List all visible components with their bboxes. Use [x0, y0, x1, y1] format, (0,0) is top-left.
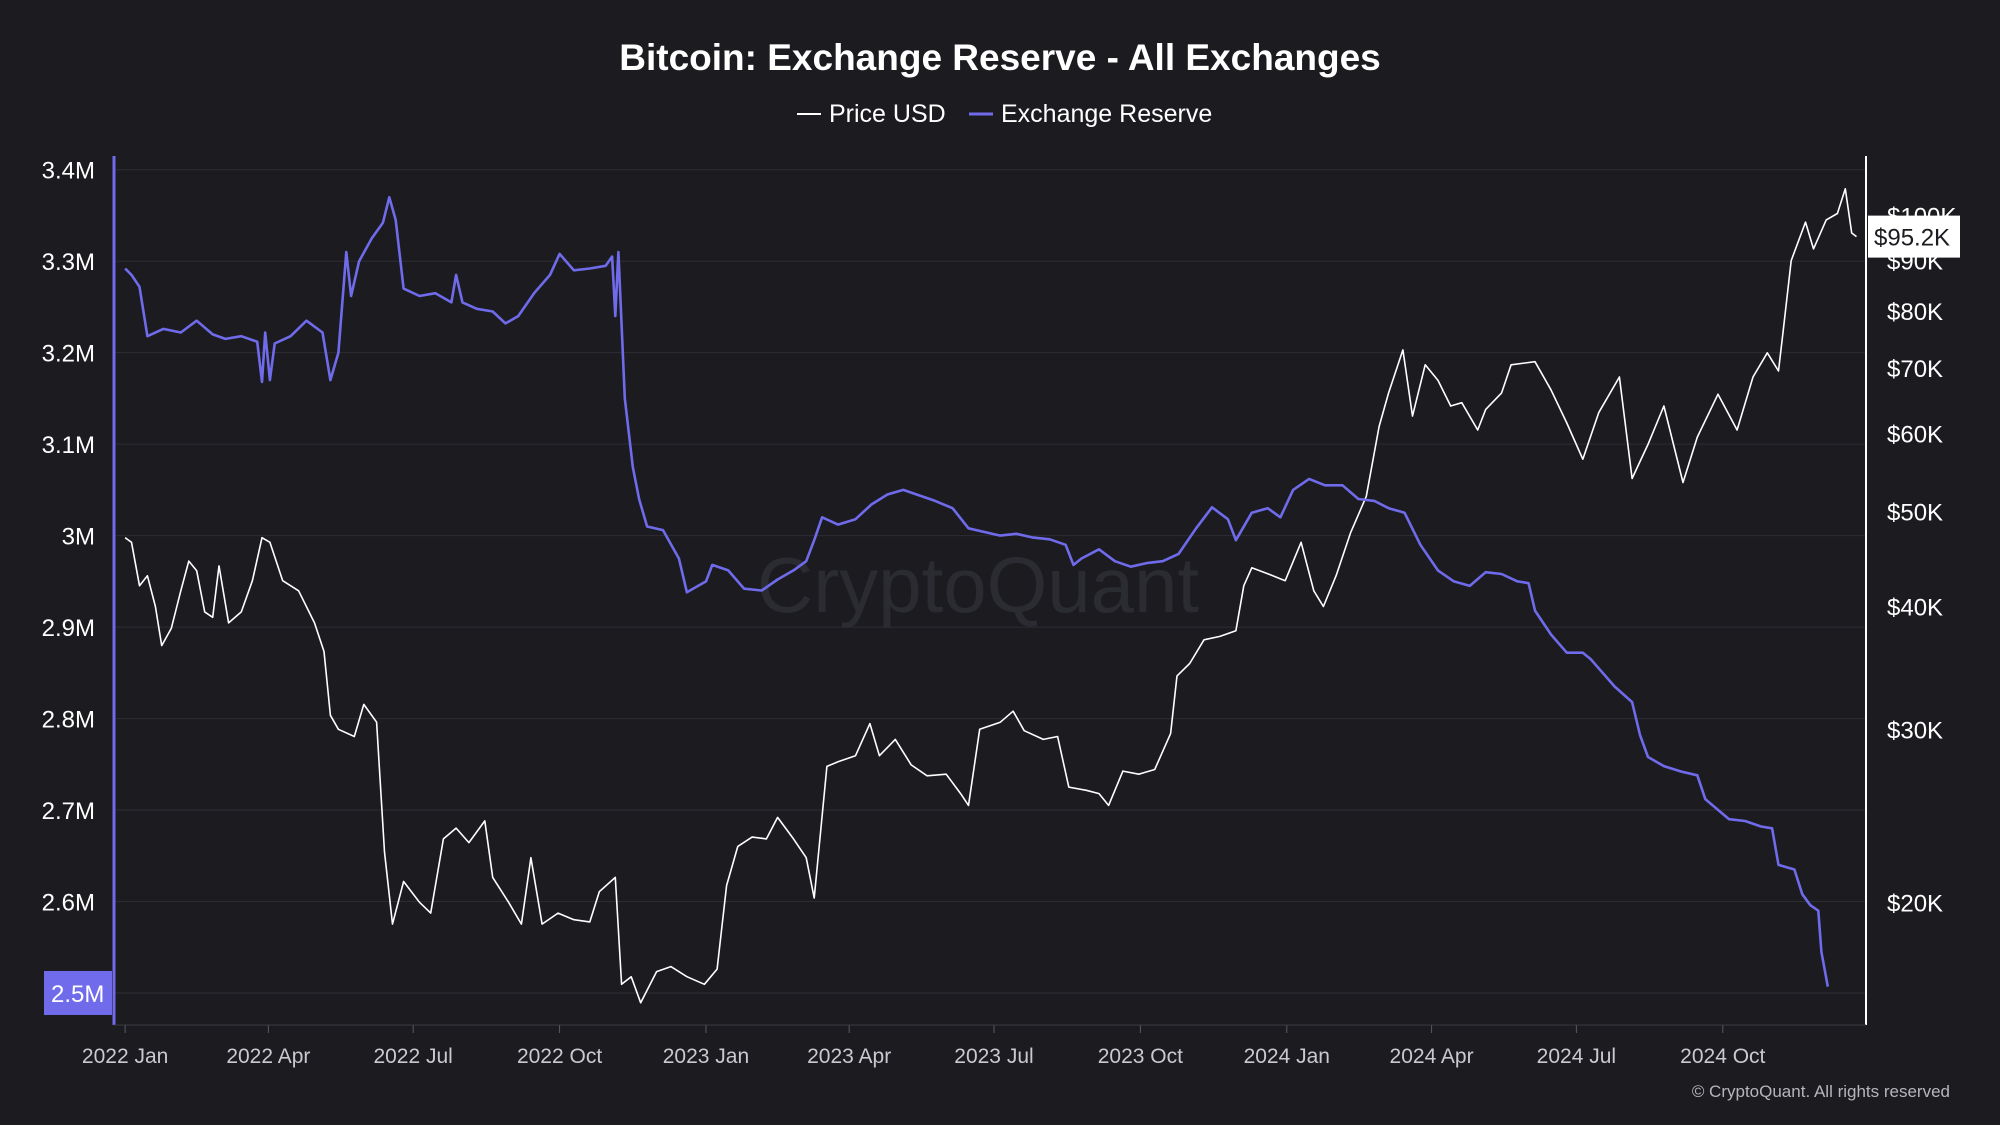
x-tick-label: 2022 Jul [373, 1045, 452, 1068]
x-tick-label: 2024 Oct [1680, 1045, 1765, 1068]
x-tick-label: 2022 Jan [82, 1045, 168, 1068]
current-reserve-badge-bg [44, 970, 112, 1015]
legend-label-reserve[interactable]: Exchange Reserve [1001, 100, 1212, 128]
x-tick-label: 2024 Jul [1537, 1045, 1616, 1068]
y-left-tick-label: 3.4M [42, 158, 95, 185]
y-right-tick-label: $60K [1887, 422, 1943, 449]
y-left-tick-label: 2.7M [42, 798, 95, 825]
y-right-tick-label: $30K [1887, 717, 1943, 744]
x-tick-label: 2022 Oct [517, 1045, 602, 1068]
x-tick-label: 2023 Jan [663, 1045, 749, 1068]
x-tick-label: 2023 Apr [807, 1045, 891, 1068]
x-tick-label: 2024 Jan [1244, 1045, 1330, 1068]
y-right-tick-label: $40K [1887, 595, 1943, 622]
current-price-badge: $95.2K [1868, 215, 1960, 258]
y-right-tick-label: $70K [1887, 356, 1943, 383]
y-left-tick-label: 3.1M [42, 432, 95, 459]
series-line-reserve[interactable] [124, 195, 1830, 987]
current-price-label: $95.2K [1874, 225, 1950, 252]
y-left-tick-label: 3M [62, 524, 95, 551]
legend[interactable]: Price USD Exchange Reserve [797, 100, 1212, 128]
y-right-tick-label: $20K [1887, 890, 1943, 917]
y-right-tick-label: $80K [1887, 299, 1943, 326]
y-right-tick-label: $50K [1887, 499, 1943, 526]
watermark: CryptoQuant [757, 541, 1200, 629]
grid [114, 169, 1866, 994]
x-tick-label: 2024 Apr [1390, 1045, 1474, 1068]
current-price-badge-bg [1868, 215, 1960, 258]
y-axis-left-ticks: 3.4M 3.3M 3.2M 3.1M 3M 2.9M 2.8M 2.7M 2.6M [42, 158, 95, 917]
y-left-tick-label: 3.3M [42, 249, 95, 276]
y-left-tick-label: 3.2M [42, 341, 95, 368]
x-tick-label: 2022 Apr [226, 1045, 310, 1068]
chart-title: Bitcoin: Exchange Reserve - All Exchange… [619, 37, 1381, 78]
y-left-tick-label: 2.8M [42, 707, 95, 734]
x-axis-ticks: 2022 Jan 2022 Apr 2022 Jul 2022 Oct 2023 Jan… [82, 1025, 1766, 1068]
x-tick-label: 2023 Jul [954, 1045, 1033, 1068]
y-left-tick-label: 2.6M [42, 890, 95, 917]
current-reserve-label: 2.5M [51, 981, 104, 1008]
copyright-credit: © CryptoQuant. All rights reserved [1692, 1082, 1950, 1101]
y-left-tick-label: 2.9M [42, 615, 95, 642]
series-line-price[interactable] [124, 188, 1857, 1004]
legend-label-price[interactable]: Price USD [829, 100, 946, 128]
x-tick-label: 2023 Oct [1098, 1045, 1183, 1068]
current-reserve-badge: 2.5M [44, 970, 112, 1015]
